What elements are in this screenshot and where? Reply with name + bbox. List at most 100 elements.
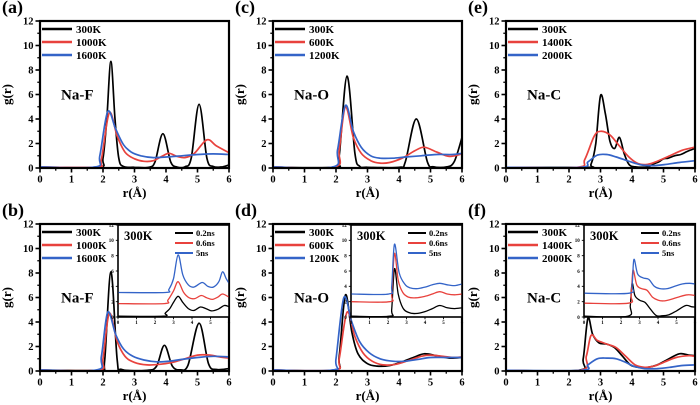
svg-text:0: 0 [494, 367, 499, 378]
svg-text:5: 5 [195, 377, 200, 388]
svg-text:3: 3 [365, 174, 370, 185]
svg-text:0: 0 [577, 316, 580, 321]
svg-text:0: 0 [583, 321, 586, 326]
svg-text:2: 2 [577, 300, 580, 305]
svg-text:0: 0 [344, 316, 347, 321]
svg-text:6: 6 [228, 321, 231, 326]
svg-text:1: 1 [69, 377, 74, 388]
panel-f: (f) 0 1 2 3 4 5 6 0 2 4 6 8 10 12 r(Å) g(r) 300K 1400K 200… [466, 200, 699, 405]
svg-text:2: 2 [111, 300, 114, 305]
svg-text:10: 10 [342, 239, 348, 244]
svg-text:5ns: 5ns [662, 248, 675, 258]
panel-d-label: (d) [235, 200, 257, 220]
svg-text:4: 4 [261, 115, 267, 126]
svg-text:4: 4 [396, 377, 402, 388]
svg-text:2000K: 2000K [542, 50, 573, 62]
svg-text:600K: 600K [309, 240, 335, 252]
svg-text:6: 6 [459, 174, 464, 185]
panel-e: (e) 0 1 2 3 4 5 6 0 2 4 6 8 10 12 r(Å) g(r) 300K 1400K 200… [466, 0, 699, 202]
svg-text:6: 6 [226, 174, 231, 185]
svg-text:12: 12 [23, 17, 34, 28]
svg-text:g(r): g(r) [233, 84, 247, 105]
svg-text:2: 2 [387, 321, 390, 326]
svg-text:10: 10 [23, 244, 34, 255]
svg-text:300K: 300K [309, 24, 335, 36]
svg-text:6: 6 [461, 321, 464, 326]
svg-text:2: 2 [620, 321, 623, 326]
svg-text:2: 2 [100, 377, 105, 388]
chart-na-o-with-time-inset: 0 1 2 3 4 5 6024681012r(Å)g(r)300K600K1200KNa-… [233, 220, 465, 403]
svg-text:5: 5 [661, 174, 666, 185]
svg-text:300K: 300K [76, 24, 102, 36]
svg-text:4: 4 [494, 318, 500, 329]
svg-text:8: 8 [261, 269, 266, 280]
svg-text:10: 10 [489, 41, 500, 52]
svg-text:4: 4 [494, 115, 500, 126]
svg-text:300K: 300K [542, 24, 568, 36]
svg-text:2: 2 [566, 377, 571, 388]
svg-text:g(r): g(r) [0, 84, 14, 105]
svg-text:2: 2 [28, 139, 33, 150]
svg-text:12: 12 [342, 224, 348, 229]
svg-text:0.2ns: 0.2ns [196, 228, 215, 238]
svg-text:4: 4 [629, 174, 635, 185]
svg-text:12: 12 [109, 224, 115, 229]
panel-d: (d) 0 1 2 3 4 5 6 0 2 4 6 8 10 12 r(Å) g(r) 300K 600K 1200… [233, 200, 466, 405]
svg-text:6: 6 [694, 321, 697, 326]
svg-text:1: 1 [535, 377, 540, 388]
svg-text:g(r): g(r) [466, 287, 480, 308]
svg-text:300K: 300K [590, 229, 619, 243]
svg-text:6: 6 [28, 90, 33, 101]
svg-text:6: 6 [494, 293, 499, 304]
panel-f-label: (f) [468, 200, 486, 220]
panel-a-label: (a) [2, 0, 23, 17]
svg-text:0: 0 [270, 174, 275, 185]
svg-text:3: 3 [405, 321, 408, 326]
svg-text:1400K: 1400K [542, 37, 573, 49]
svg-text:4: 4 [28, 115, 34, 126]
svg-text:6: 6 [494, 90, 499, 101]
svg-text:5: 5 [661, 377, 666, 388]
panel-b: (b) 0 1 2 3 4 5 6 0 2 4 6 8 10 12 r(Å) g(r) 300K 1000K 160… [0, 200, 233, 405]
svg-text:4: 4 [396, 174, 402, 185]
svg-text:4: 4 [28, 318, 34, 329]
svg-text:4: 4 [191, 321, 194, 326]
svg-text:0: 0 [494, 164, 499, 175]
svg-text:r(Å): r(Å) [589, 185, 613, 200]
svg-text:4: 4 [344, 285, 347, 290]
svg-text:1600K: 1600K [76, 253, 107, 265]
svg-text:g(r): g(r) [233, 287, 247, 308]
svg-text:6: 6 [226, 377, 231, 388]
svg-text:10: 10 [256, 244, 267, 255]
svg-text:1: 1 [302, 377, 307, 388]
svg-text:6: 6 [111, 270, 114, 275]
svg-text:6: 6 [577, 270, 580, 275]
svg-text:g(r): g(r) [0, 287, 14, 308]
svg-text:2: 2 [566, 174, 571, 185]
panel-c-label: (c) [235, 0, 255, 17]
svg-text:8: 8 [28, 66, 33, 77]
svg-text:r(Å): r(Å) [356, 388, 380, 403]
svg-text:2: 2 [100, 174, 105, 185]
svg-text:5: 5 [675, 321, 678, 326]
svg-text:600K: 600K [309, 37, 335, 49]
svg-text:4: 4 [111, 285, 114, 290]
svg-text:Na-C: Na-C [527, 88, 561, 104]
svg-text:5ns: 5ns [196, 248, 209, 258]
svg-text:8: 8 [261, 66, 266, 77]
svg-text:0: 0 [270, 377, 275, 388]
svg-text:Na-O: Na-O [294, 88, 329, 104]
svg-text:3: 3 [598, 377, 603, 388]
svg-text:8: 8 [577, 254, 580, 259]
svg-text:Na-C: Na-C [527, 291, 561, 307]
svg-text:6: 6 [261, 293, 266, 304]
svg-text:300K: 300K [357, 229, 386, 243]
svg-text:10: 10 [109, 239, 115, 244]
svg-text:1: 1 [69, 174, 74, 185]
svg-text:Na-F: Na-F [61, 291, 94, 307]
svg-text:Na-F: Na-F [61, 88, 94, 104]
svg-text:0.2ns: 0.2ns [662, 228, 681, 238]
svg-text:12: 12 [256, 220, 267, 231]
